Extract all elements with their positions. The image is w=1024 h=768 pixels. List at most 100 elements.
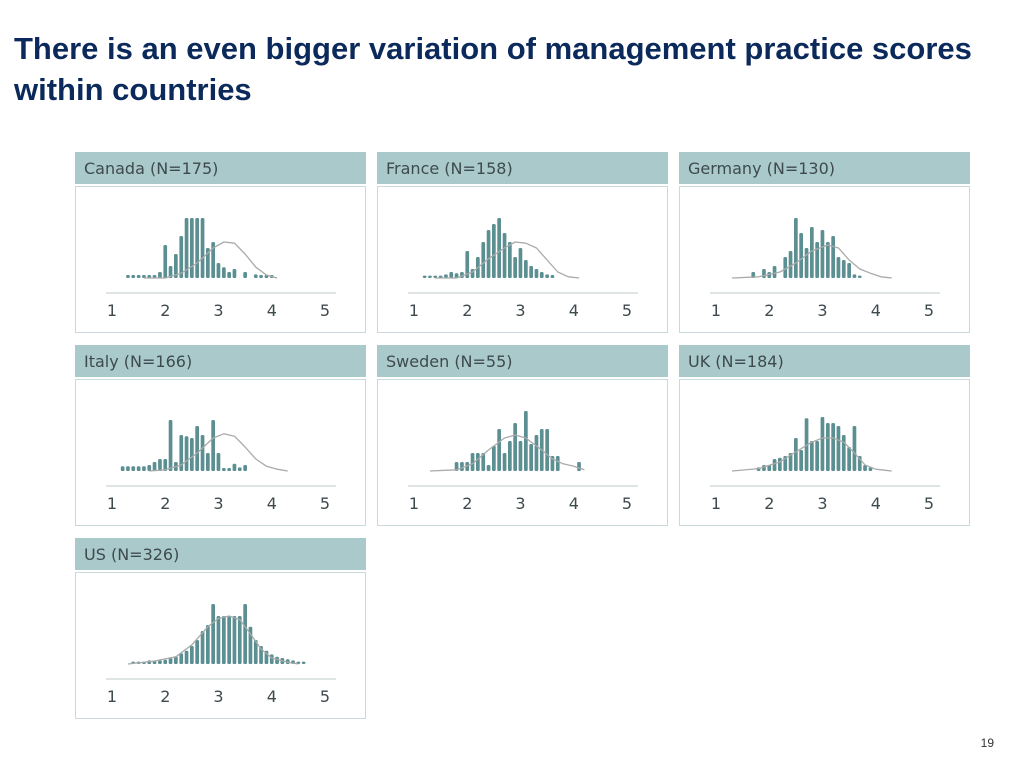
histogram-bar — [253, 274, 258, 278]
histogram-bar — [826, 242, 830, 278]
histogram-bar — [211, 420, 215, 471]
histogram-bar — [206, 453, 210, 471]
histogram-bar — [163, 659, 168, 664]
histogram-bar — [513, 423, 517, 471]
panel-header: Sweden (N=55) — [377, 345, 668, 377]
histogram-bar — [799, 233, 803, 278]
histogram-bar — [502, 453, 507, 471]
histogram-bar — [788, 251, 793, 278]
histogram-us: 1 2 3 4 5 — [106, 604, 336, 706]
histogram-bar — [120, 466, 125, 471]
histogram-bar — [524, 411, 528, 471]
panel-body — [679, 379, 970, 526]
histogram-bar — [831, 423, 835, 471]
page-number: 19 — [980, 736, 994, 750]
histogram-bar — [428, 275, 432, 278]
histogram-bar — [422, 275, 427, 278]
histogram-bar — [529, 444, 533, 471]
histogram-bar — [200, 218, 205, 278]
histogram-uk: 1 2 3 4 5 — [710, 417, 940, 513]
histogram-bar — [826, 423, 830, 471]
x-tick-label: 5 — [622, 494, 632, 513]
histogram-bar — [179, 435, 184, 471]
x-tick-label: 3 — [213, 687, 223, 706]
histogram-bar — [508, 441, 512, 471]
histogram-bar — [847, 263, 851, 278]
panel-body — [377, 186, 668, 333]
panel-body — [377, 379, 668, 526]
histogram-sweden: 1 2 3 4 5 — [408, 411, 638, 513]
histogram-bar — [831, 236, 835, 278]
histogram-bar — [227, 272, 231, 278]
histogram-bar — [852, 426, 857, 471]
histogram-bar — [555, 456, 560, 471]
histogram-bar — [460, 462, 464, 471]
histogram-bar — [868, 467, 873, 471]
histogram-bar — [857, 275, 862, 278]
panel-germany: Germany (N=130) 1 2 3 4 5 — [679, 152, 970, 333]
panel-title: Canada (N=175) — [84, 159, 219, 178]
histogram-bar — [481, 242, 486, 278]
histogram-bar — [168, 420, 173, 471]
density-curve — [435, 241, 580, 279]
histogram-bar — [174, 254, 178, 278]
histogram-bar — [539, 272, 544, 278]
density-curve — [127, 615, 299, 665]
histogram-bar — [179, 236, 184, 278]
histogram-bar — [788, 453, 793, 471]
histogram-bar — [529, 266, 533, 278]
panel-header: Germany (N=130) — [679, 152, 970, 184]
histogram-bar — [152, 462, 157, 471]
histogram-bar — [449, 272, 454, 278]
panel-uk: UK (N=184) 1 2 3 4 5 — [679, 345, 970, 526]
panel-header: Italy (N=166) — [75, 345, 366, 377]
x-tick-label: 5 — [320, 301, 330, 320]
x-tick-label: 4 — [871, 494, 881, 513]
histogram-bar — [492, 224, 496, 278]
x-tick-label: 3 — [817, 301, 827, 320]
histogram-bar — [454, 273, 459, 278]
x-tick-label: 1 — [409, 494, 419, 513]
panel-title: France (N=158) — [386, 159, 513, 178]
x-tick-label: 5 — [622, 301, 632, 320]
histogram-bar — [502, 233, 507, 278]
x-tick-label: 2 — [462, 494, 472, 513]
histogram-bar — [243, 272, 247, 278]
density-curve — [149, 433, 288, 472]
x-tick-label: 4 — [267, 687, 277, 706]
histogram-bar — [216, 453, 221, 471]
histogram-bar — [142, 275, 146, 278]
histogram-bar — [158, 660, 162, 664]
panel-body — [679, 186, 970, 333]
x-tick-label: 4 — [569, 301, 579, 320]
x-tick-label: 5 — [320, 494, 330, 513]
x-tick-label: 3 — [817, 494, 827, 513]
panel-title: UK (N=184) — [688, 352, 784, 371]
histogram-bar — [211, 242, 215, 278]
histogram-bar — [147, 275, 152, 278]
histogram-bar — [136, 275, 141, 278]
histogram-bar — [216, 263, 221, 278]
histogram-bar — [545, 274, 549, 278]
histogram-bar — [152, 275, 157, 278]
panel-header: France (N=158) — [377, 152, 668, 184]
histogram-bar — [126, 466, 130, 471]
histogram-bar — [513, 257, 517, 278]
histogram-bar — [237, 467, 242, 471]
x-tick-label: 1 — [107, 687, 117, 706]
histogram-bar — [243, 465, 247, 471]
x-tick-label: 2 — [764, 494, 774, 513]
histogram-bar — [772, 459, 777, 471]
histogram-bar — [767, 465, 772, 471]
histogram-bar — [190, 438, 194, 471]
panel-header: Canada (N=175) — [75, 152, 366, 184]
histogram-bar — [444, 274, 448, 278]
histogram-bar — [778, 457, 782, 471]
histogram-bar — [465, 251, 470, 278]
histogram-bar — [184, 436, 189, 471]
histogram-bar — [269, 654, 274, 664]
x-tick-label: 1 — [409, 301, 419, 320]
histogram-bar — [190, 218, 194, 278]
histogram-france: 1 2 3 4 5 — [408, 218, 638, 320]
histogram-italy: 1 2 3 4 5 — [106, 420, 336, 513]
